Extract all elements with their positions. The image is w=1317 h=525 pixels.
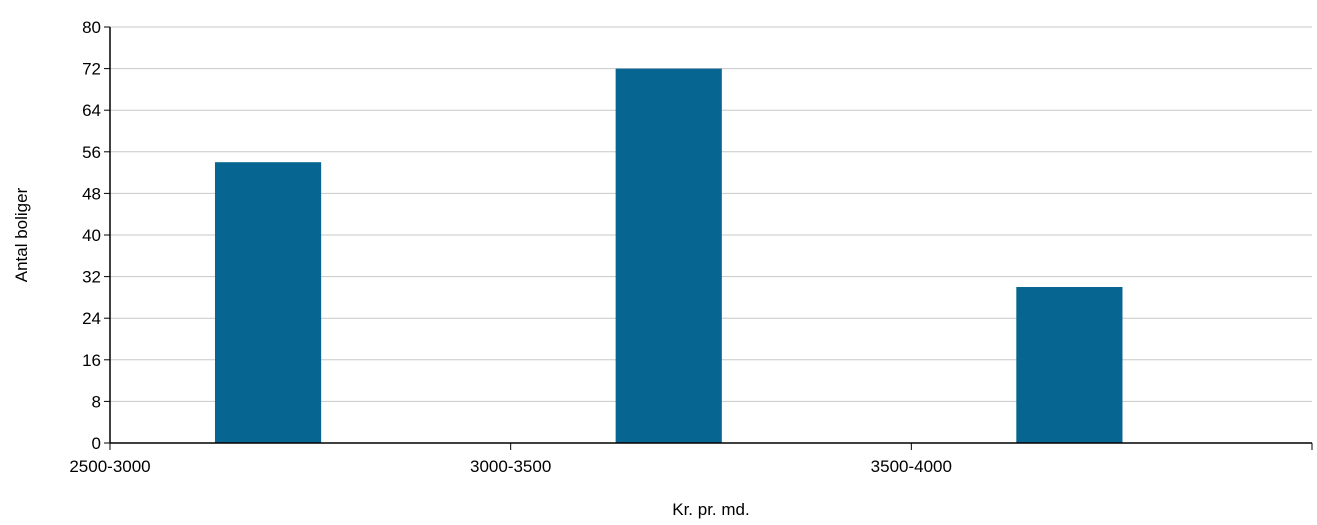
x-tick-label: 3000-3500: [470, 457, 551, 476]
x-axis-title: Kr. pr. md.: [672, 500, 749, 519]
y-tick-label: 40: [82, 226, 101, 245]
y-tick-label: 24: [82, 309, 101, 328]
axes: [104, 26, 1313, 450]
y-tick-label: 48: [82, 184, 101, 203]
y-tick-label: 72: [82, 60, 101, 79]
bar-3500-4000: [1016, 287, 1123, 443]
y-tick-label: 80: [82, 18, 101, 37]
bar-2500-3000: [214, 162, 322, 443]
y-tick-label: 32: [82, 268, 101, 287]
y-tick-label: 64: [82, 101, 101, 120]
y-tick-label: 8: [92, 392, 101, 411]
y-tick-label: 0: [92, 434, 101, 453]
y-tick-label: 16: [82, 351, 101, 370]
y-tick-label: 56: [82, 143, 101, 162]
y-axis-title: Antal boliger: [12, 187, 31, 282]
bar-3000-3500: [615, 68, 722, 443]
tick-labels: 0 8 16 24 32 40 48 56 64 72 80 2500-3000 3000-3500 35…: [69, 18, 952, 476]
x-tick-label: 2500-3000: [69, 457, 150, 476]
bars: [214, 68, 1123, 443]
x-tick-label: 3500-4000: [871, 457, 952, 476]
